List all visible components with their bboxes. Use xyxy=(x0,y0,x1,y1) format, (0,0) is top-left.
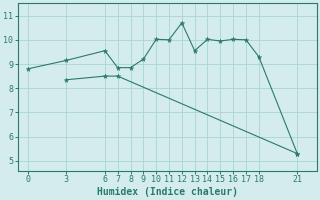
X-axis label: Humidex (Indice chaleur): Humidex (Indice chaleur) xyxy=(97,186,237,197)
